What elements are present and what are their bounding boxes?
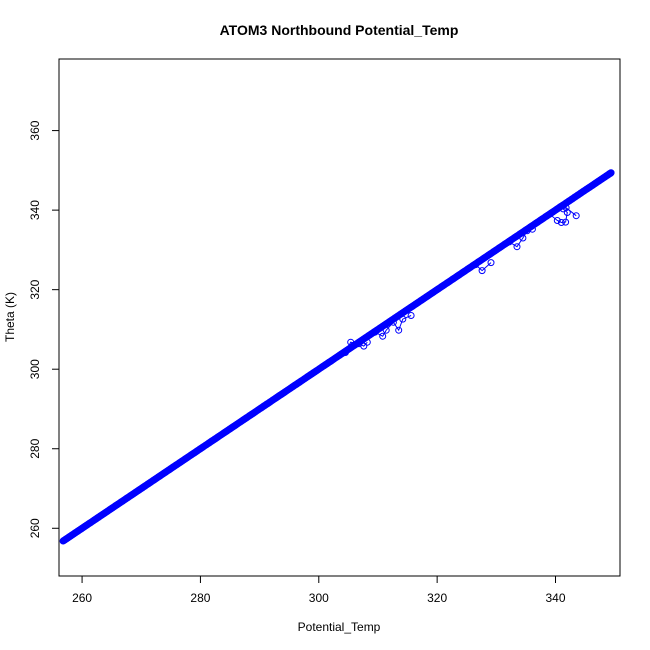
y-tick-label: 260 [28,518,42,538]
x-tick-label: 280 [190,591,210,605]
data-point [562,218,570,226]
y-axis: 260 280 300 320 340 360 [28,120,60,538]
data-point [478,267,486,275]
chart-title: ATOM3 Northbound Potential_Temp [220,22,459,38]
data-point [407,312,415,319]
data-point [487,259,495,267]
x-axis: 260 280 300 320 340 [72,575,566,605]
data-point [557,219,565,226]
data-point [395,326,403,334]
data-point [563,209,571,216]
data-point [553,217,561,224]
y-tick-label: 360 [28,120,42,140]
y-tick-label: 300 [28,359,42,379]
x-tick-label: 340 [545,591,565,605]
data-point [607,169,615,177]
y-tick-label: 340 [28,200,42,220]
y-tick-label: 280 [28,438,42,458]
y-axis-label: Theta (K) [3,292,17,342]
data-point [513,243,521,251]
y-tick-label: 320 [28,279,42,299]
x-tick-label: 260 [72,591,92,605]
x-tick-label: 320 [427,591,447,605]
data-point [572,212,580,220]
plot-area-frame [58,58,621,577]
x-tick-label: 300 [309,591,329,605]
data-point [379,332,387,340]
series-points [59,169,615,545]
x-axis-label: Potential_Temp [298,620,381,634]
